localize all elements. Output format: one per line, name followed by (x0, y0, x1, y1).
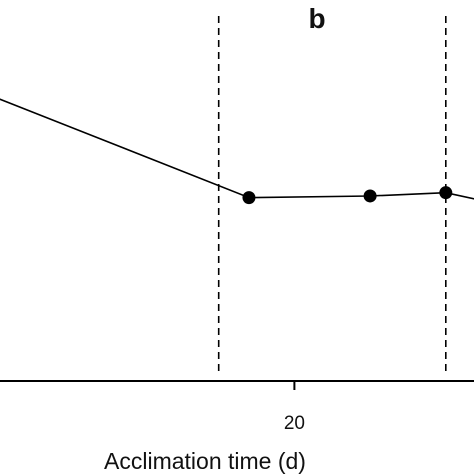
series (0, 98, 474, 205)
data-point (363, 189, 377, 203)
x-ticks: 2040 (284, 381, 305, 434)
data-point (439, 186, 453, 200)
series-line (0, 98, 474, 200)
x-tick-label: 20 (284, 413, 305, 434)
panel-labels: bcc (309, 3, 326, 34)
panel-label: b (309, 3, 326, 34)
data-point (242, 191, 256, 205)
x-axis-label: Acclimation time (d) (104, 448, 306, 474)
